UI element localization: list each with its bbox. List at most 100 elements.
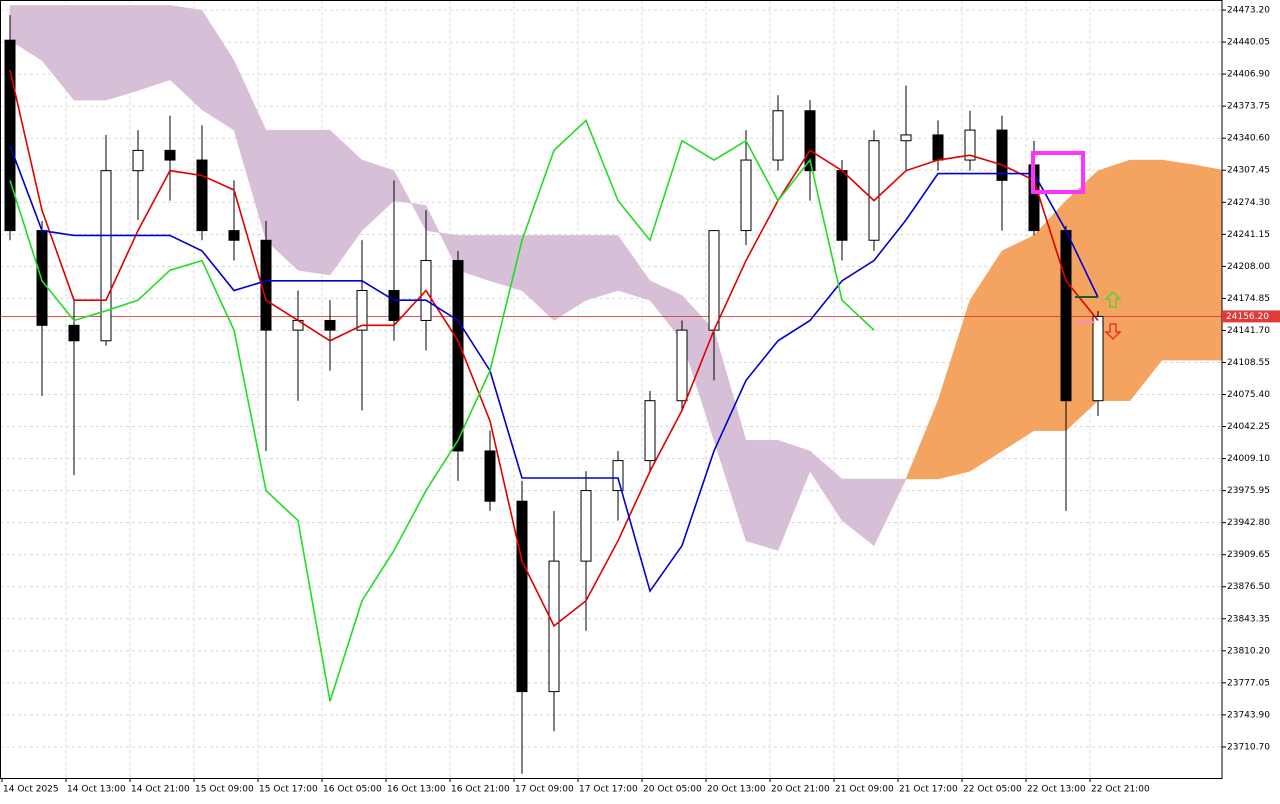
cloud-segment — [137, 5, 171, 91]
cloud-segment — [713, 330, 747, 541]
cloud-segment — [329, 129, 363, 276]
cloud-segment — [169, 5, 203, 111]
y-tick-label: 24141.70 — [1227, 326, 1270, 336]
candle-body — [900, 134, 912, 142]
candle-body — [132, 149, 144, 172]
cloud-segment — [937, 300, 971, 480]
candle-body — [356, 290, 368, 331]
cloud-segment — [361, 159, 395, 232]
candle-body — [260, 239, 272, 331]
highlight-box — [1031, 151, 1085, 194]
indicator-line — [9, 119, 875, 702]
cloud-segment — [873, 478, 907, 546]
y-tick-label: 23743.90 — [1227, 710, 1270, 720]
x-tick-label: 22 Oct 21:00 — [1091, 785, 1150, 795]
y-tick-label: 24440.05 — [1227, 38, 1270, 48]
axes: 24473.20 24440.05 24406.90 24373.75 24340.60… — [1, 6, 1280, 795]
candle-body — [964, 129, 976, 161]
down-arrow — [1104, 323, 1122, 341]
cloud-segment — [1129, 159, 1163, 402]
cloud-segment — [617, 234, 651, 301]
candle-body — [324, 319, 336, 331]
y-tick-label: 23876.50 — [1227, 582, 1270, 592]
y-tick-label: 23810.20 — [1227, 646, 1270, 656]
x-tick-label: 16 Oct 13:00 — [387, 785, 446, 795]
y-tick-label: 24274.30 — [1227, 198, 1270, 208]
candle-body — [996, 129, 1008, 181]
y-tick-label: 23710.70 — [1227, 742, 1270, 752]
cloud-segment — [553, 235, 587, 321]
x-tick-label: 14 Oct 2025 — [3, 785, 59, 795]
candle-body — [772, 110, 784, 161]
y-tick-label: 24473.20 — [1227, 6, 1270, 16]
cloud-segment — [969, 250, 1003, 472]
candle-body — [740, 159, 752, 232]
candle-body — [1092, 315, 1104, 402]
candle-body — [228, 230, 240, 241]
x-tick-label: 21 Oct 17:00 — [899, 785, 958, 795]
y-tick-label: 23909.65 — [1227, 550, 1270, 560]
cloud-segment — [41, 5, 75, 101]
x-tick-label: 15 Oct 17:00 — [259, 785, 318, 795]
candle-body — [164, 149, 176, 161]
current-price-label: 24156.20 — [1226, 312, 1269, 322]
candle-body — [36, 230, 48, 326]
x-tick-label: 20 Oct 13:00 — [707, 785, 766, 795]
cloud-segment — [1161, 159, 1195, 361]
y-tick-label: 24307.45 — [1227, 166, 1270, 176]
x-tick-label: 14 Oct 13:00 — [67, 785, 126, 795]
candle-body — [4, 39, 16, 232]
cloud-segment — [777, 439, 811, 551]
candle-body — [836, 170, 848, 241]
cloud-segment — [841, 478, 875, 547]
y-tick-label: 24108.55 — [1227, 358, 1270, 368]
cloud-segment — [521, 235, 555, 322]
y-tick-label: 24075.40 — [1227, 390, 1270, 400]
candle-body — [1060, 230, 1072, 402]
cloud-segment — [73, 5, 107, 101]
x-tick-label: 22 Oct 05:00 — [963, 785, 1022, 795]
candle-body — [932, 134, 944, 161]
candle-body — [868, 140, 880, 241]
y-tick-label: 24241.15 — [1227, 230, 1270, 240]
candle-body — [708, 230, 720, 331]
x-tick-label: 16 Oct 21:00 — [451, 785, 510, 795]
cloud-segment — [1001, 235, 1035, 452]
x-tick-label: 16 Oct 05:00 — [323, 785, 382, 795]
cloud-segment — [745, 440, 779, 551]
candle-body — [68, 324, 80, 342]
cloud-segment — [105, 5, 139, 101]
candle-body — [804, 110, 816, 172]
y-tick-label: 23843.35 — [1227, 614, 1270, 624]
candle-body — [516, 500, 528, 693]
cloud-segment — [905, 400, 939, 480]
indicator-line — [9, 145, 1099, 593]
plot-frame — [0, 0, 1223, 779]
grid — [0, 0, 1222, 778]
x-tick-label: 22 Oct 13:00 — [1027, 785, 1086, 795]
y-tick-label: 24174.85 — [1227, 294, 1270, 304]
candle-body — [196, 159, 208, 232]
y-tick-label: 23942.80 — [1227, 518, 1270, 528]
x-tick-label: 17 Oct 17:00 — [579, 785, 638, 795]
candle-body — [676, 329, 688, 402]
candle-body — [580, 490, 592, 562]
candle-body — [452, 260, 464, 452]
up-arrow — [1104, 290, 1122, 308]
x-tick-label: 21 Oct 09:00 — [835, 785, 894, 795]
candle-body — [644, 400, 656, 462]
y-tick-label: 23777.05 — [1227, 678, 1270, 688]
x-tick-label: 20 Oct 05:00 — [643, 785, 702, 795]
cloud-segment — [393, 170, 427, 231]
cloud-segment — [297, 129, 331, 276]
y-tick-label: 24208.00 — [1227, 262, 1270, 272]
x-tick-label: 20 Oct 21:00 — [771, 785, 830, 795]
cloud-segment — [1193, 164, 1222, 361]
y-tick-label: 24009.10 — [1227, 454, 1270, 464]
plot-area — [0, 5, 1222, 774]
x-tick-label: 15 Oct 09:00 — [195, 785, 254, 795]
y-tick-label: 23975.95 — [1227, 486, 1270, 496]
candle-body — [388, 290, 400, 321]
cloud-segment — [233, 60, 267, 241]
